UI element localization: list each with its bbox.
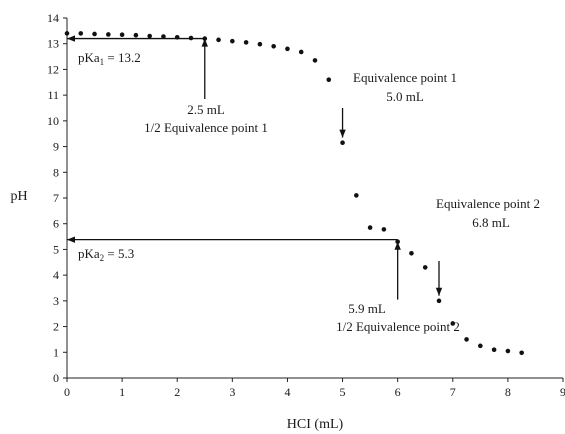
x-tick-label: 8 [505, 385, 511, 399]
data-point [230, 38, 235, 44]
half-eq2-arrow [394, 241, 401, 300]
y-tick-label: 10 [47, 114, 59, 128]
pka1-symbol: pKa [78, 50, 100, 65]
y-tick-label: 9 [53, 140, 59, 154]
data-point [216, 37, 221, 43]
y-axis-title: pH [10, 189, 27, 204]
data-point [340, 140, 345, 146]
pka2-subscript: 2 [100, 253, 105, 263]
x-tick-label: 3 [229, 385, 235, 399]
data-point [147, 33, 152, 39]
data-point [271, 43, 276, 49]
y-tick-label: 8 [53, 165, 59, 179]
data-point [243, 40, 249, 45]
data-points [64, 31, 524, 356]
eq2-arrow-head [435, 287, 443, 296]
pka2-arrow-head [67, 236, 75, 243]
y-tick-label: 4 [53, 268, 59, 282]
x-tick-label: 4 [284, 385, 290, 399]
x-tick-label: 5 [340, 385, 346, 399]
y-tick-label: 0 [53, 371, 59, 385]
pka2-value: = 5.3 [104, 246, 134, 261]
data-point [505, 348, 511, 354]
data-point [298, 49, 304, 55]
eq1-volume: 5.0 mL [386, 89, 424, 104]
data-point [354, 193, 359, 198]
y-tick-label: 5 [53, 242, 59, 256]
y-tick-label: 3 [53, 294, 59, 308]
half-eq2-volume: 5.9 mL [348, 301, 386, 316]
x-tick-label: 2 [174, 385, 180, 399]
pka2-annotation: pKa2 = 5.3 [78, 246, 134, 263]
half-eq1-arrow [201, 38, 208, 99]
eq1-label: Equivalence point 1 [353, 70, 457, 85]
data-point [106, 32, 111, 37]
eq1-arrow [339, 108, 346, 138]
eq2-arrow [435, 261, 443, 296]
pka1-subscript: 1 [100, 57, 105, 67]
x-tick-label: 1 [119, 385, 125, 399]
data-point [450, 321, 456, 326]
data-point [409, 250, 414, 256]
data-point [119, 32, 125, 38]
data-point [367, 225, 373, 230]
x-axis-title: HCI (mL) [287, 417, 344, 432]
pka2-symbol: pKa [78, 246, 100, 261]
y-tick-label: 2 [53, 320, 59, 334]
y-tick-label: 7 [53, 191, 59, 205]
data-point [478, 343, 483, 349]
data-point [133, 32, 139, 38]
half-eq2-arrow-head [394, 241, 401, 250]
pka1-arrow [67, 35, 205, 42]
data-point [161, 34, 166, 39]
half-eq2-label: 1/2 Equivalence point 2 [336, 319, 460, 334]
pka2-arrow [67, 236, 398, 243]
data-point [285, 46, 290, 52]
annotation-arrows [67, 35, 443, 300]
data-point [312, 58, 318, 63]
data-point [422, 265, 428, 270]
y-tick-label: 1 [53, 345, 59, 359]
data-point [78, 31, 84, 36]
x-tick-label: 6 [395, 385, 401, 399]
pka1-arrow-head [67, 35, 75, 42]
half-eq1-arrow-head [201, 38, 208, 47]
y-tick-label: 12 [47, 62, 59, 76]
data-point [64, 31, 70, 36]
half-eq1-volume: 2.5 mL [187, 102, 225, 117]
eq1-arrow-head [339, 129, 346, 138]
eq2-label: Equivalence point 2 [436, 196, 540, 211]
eq2-volume: 6.8 mL [472, 215, 510, 230]
y-tick-label: 13 [47, 37, 59, 51]
x-tick-label: 9 [560, 385, 565, 399]
data-point [257, 41, 263, 47]
data-point [381, 227, 387, 232]
half-eq1-label: 1/2 Equivalence point 1 [144, 120, 268, 135]
data-point [326, 77, 332, 83]
pka1-annotation: pKa1 = 13.2 [78, 50, 141, 67]
y-tick-label: 14 [47, 11, 59, 25]
pka1-value: = 13.2 [104, 50, 141, 65]
x-tick-label: 0 [64, 385, 70, 399]
data-point [436, 298, 442, 304]
data-point [519, 350, 524, 356]
data-point [92, 31, 97, 37]
data-point [464, 337, 469, 342]
x-tick-label: 7 [450, 385, 456, 399]
y-tick-label: 6 [53, 217, 59, 231]
y-tick-label: 11 [47, 88, 59, 102]
data-point [491, 347, 497, 353]
